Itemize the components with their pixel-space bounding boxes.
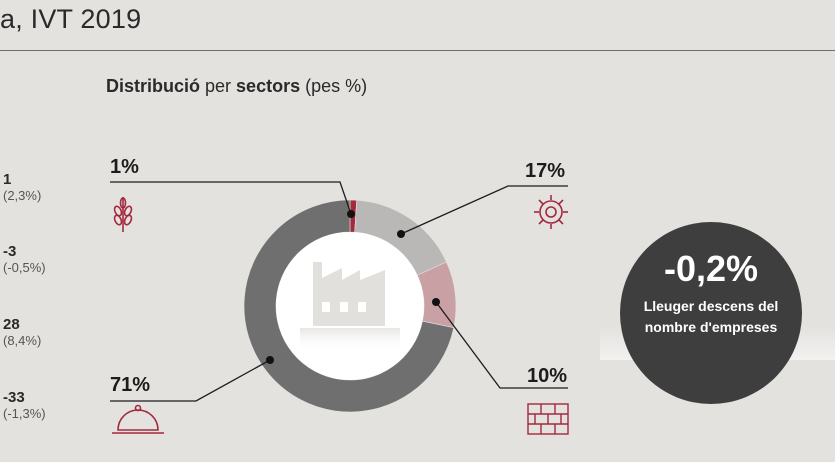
left-stat-1: 1 (2,3%) <box>3 171 41 203</box>
subtitle-text-1: per <box>200 76 237 96</box>
wheat-icon <box>113 197 133 232</box>
left-stat-value: -33 <box>3 389 25 406</box>
badge-caption: Lleuger descens del nombre d'empreses <box>620 296 802 338</box>
page-title: a, IVT 2019 <box>0 4 142 34</box>
left-stat-pct: (-0,5%) <box>3 260 46 275</box>
leader-line-4 <box>110 359 271 402</box>
leader-dot-4 <box>266 356 274 364</box>
brick-wall-icon <box>527 403 569 435</box>
subtitle-bold-1: Distribució <box>106 76 201 96</box>
leader-line-2 <box>400 185 568 235</box>
leader-dot-3 <box>432 298 440 306</box>
slice-label-3: 10% <box>527 365 568 387</box>
leader-line-1 <box>110 181 352 215</box>
gear-icon <box>534 195 568 229</box>
badge-caption-line-2: nombre d'empreses <box>644 319 778 335</box>
left-stat-4: -33 (-1,3%) <box>3 389 46 421</box>
factory-reflection <box>300 328 400 352</box>
chart-subtitle: Distribució per sectors (pes %) <box>106 76 367 97</box>
leader-line-3 <box>435 301 568 389</box>
left-stat-value: 28 <box>3 316 20 333</box>
slice-label-2: 17% <box>525 160 566 182</box>
left-stat-2: -3 (-0,5%) <box>3 243 46 275</box>
slice-label-1: 1% <box>110 156 139 178</box>
left-stat-3: 28 (8,4%) <box>3 316 41 348</box>
left-stat-pct: (-1,3%) <box>3 406 46 421</box>
header-rule <box>0 50 835 51</box>
left-stat-value: 1 <box>3 171 12 188</box>
left-stat-pct: (8,4%) <box>3 333 42 348</box>
badge-value: -0,2% <box>663 248 759 289</box>
left-stat-pct: (2,3%) <box>3 188 42 203</box>
leader-dot-2 <box>397 230 405 238</box>
factory-icon <box>313 262 385 326</box>
left-stat-value: -3 <box>3 243 17 260</box>
subtitle-text-2: (pes %) <box>300 76 368 96</box>
leader-dot-1 <box>347 210 355 218</box>
slice-label-4: 71% <box>110 374 151 396</box>
subtitle-bold-2: sectors <box>236 76 301 96</box>
cloche-icon <box>112 404 164 434</box>
summary-badge: -0,2% Lleuger descens del nombre d'empre… <box>620 222 802 404</box>
badge-caption-line-1: Lleuger descens del <box>643 298 779 314</box>
